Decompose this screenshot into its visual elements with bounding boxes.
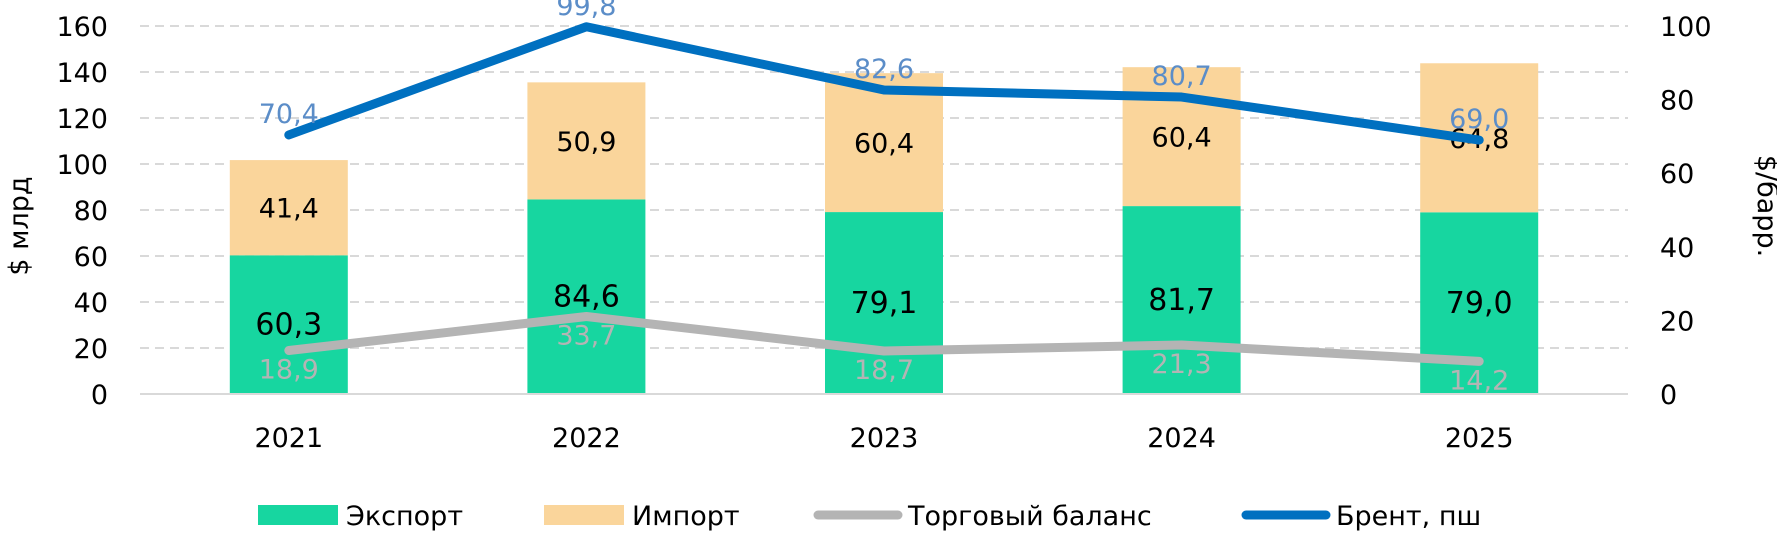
x-tick-label: 2022 — [552, 423, 621, 454]
line-brent — [284, 22, 1484, 145]
line-label-trade-balance: 14,2 — [1449, 365, 1509, 396]
bar-label-import: 50,9 — [556, 127, 616, 158]
legend-label: Импорт — [632, 501, 740, 532]
y-tick-label-left: 140 — [56, 58, 108, 89]
bar-export — [825, 212, 943, 394]
bar-export — [1122, 206, 1241, 394]
x-tick-label: 2024 — [1147, 423, 1216, 454]
legend-label: Брент, пш — [1336, 501, 1481, 532]
y-tick-label-right: 80 — [1660, 86, 1694, 117]
bar-data-labels: 60,341,484,650,979,160,481,760,479,064,8 — [255, 123, 1512, 343]
line-label-trade-balance: 18,7 — [854, 355, 914, 386]
legend-label: Экспорт — [346, 501, 463, 532]
bar-import — [229, 160, 348, 256]
y-tick-label-right: 0 — [1660, 380, 1677, 411]
line-label-brent: 70,4 — [259, 99, 319, 130]
y-tick-label-left: 100 — [56, 150, 108, 181]
bar-import — [825, 73, 943, 213]
y-tick-label-left: 60 — [74, 242, 108, 273]
bar-label-export: 79,1 — [851, 286, 918, 321]
y-tick-label-left: 20 — [74, 334, 108, 365]
bar-label-export: 79,0 — [1446, 286, 1513, 321]
line-data-labels: 18,9 33,7 18,7 21,3 14,2 70,4 99,8 82,6 80,7 69,0 — [259, 0, 1510, 396]
line-label-trade-balance: 33,7 — [556, 320, 616, 351]
y-axis-title-right: $/барр. — [1751, 155, 1777, 257]
lines — [284, 22, 1484, 366]
bar-import — [527, 82, 646, 200]
bar-label-export: 84,6 — [553, 280, 620, 315]
y-tick-label-left: 0 — [91, 380, 108, 411]
line-label-brent: 99,8 — [556, 0, 616, 22]
y-tick-label-left: 120 — [56, 104, 108, 135]
line-label-brent: 82,6 — [854, 54, 914, 85]
y-tick-label-left: 40 — [74, 288, 108, 319]
line-label-trade-balance: 21,3 — [1152, 349, 1212, 380]
legend-swatch — [258, 505, 338, 525]
bar-label-export: 60,3 — [255, 308, 322, 343]
line-label-brent: 69,0 — [1449, 104, 1509, 135]
y-tick-label-right: 40 — [1660, 233, 1694, 264]
bar-export — [527, 199, 646, 394]
legend: Экспорт Импорт Торговый баланс Брент, пш — [258, 501, 1481, 532]
x-tick-label: 2021 — [254, 423, 323, 454]
line-label-brent: 80,7 — [1152, 61, 1212, 92]
line-trade-balance — [284, 311, 1484, 366]
x-tick-label: 2025 — [1445, 423, 1514, 454]
y-tick-label-right: 60 — [1660, 159, 1694, 190]
bars — [229, 63, 1539, 394]
bar-import — [1122, 67, 1241, 207]
y-tick-label-right: 100 — [1660, 12, 1712, 43]
legend-label: Торговый баланс — [907, 501, 1152, 532]
bar-label-import: 60,4 — [1152, 123, 1212, 154]
legend-swatch — [544, 505, 624, 525]
bar-export — [229, 255, 348, 394]
y-tick-label-right: 20 — [1660, 306, 1694, 337]
y-tick-label-left: 160 — [56, 12, 108, 43]
axes: 0 20 40 60 80 100 120 140 160 0 20 40 60 80 100 2021 202… — [56, 12, 1711, 454]
y-tick-label-left: 80 — [74, 196, 108, 227]
x-tick-label: 2023 — [850, 423, 919, 454]
bar-label-import: 60,4 — [854, 129, 914, 160]
bar-label-import: 41,4 — [259, 194, 319, 225]
y-axis-title-left: $ млрд — [4, 176, 35, 275]
line-label-trade-balance: 18,9 — [259, 355, 319, 386]
bar-label-export: 81,7 — [1148, 283, 1215, 318]
